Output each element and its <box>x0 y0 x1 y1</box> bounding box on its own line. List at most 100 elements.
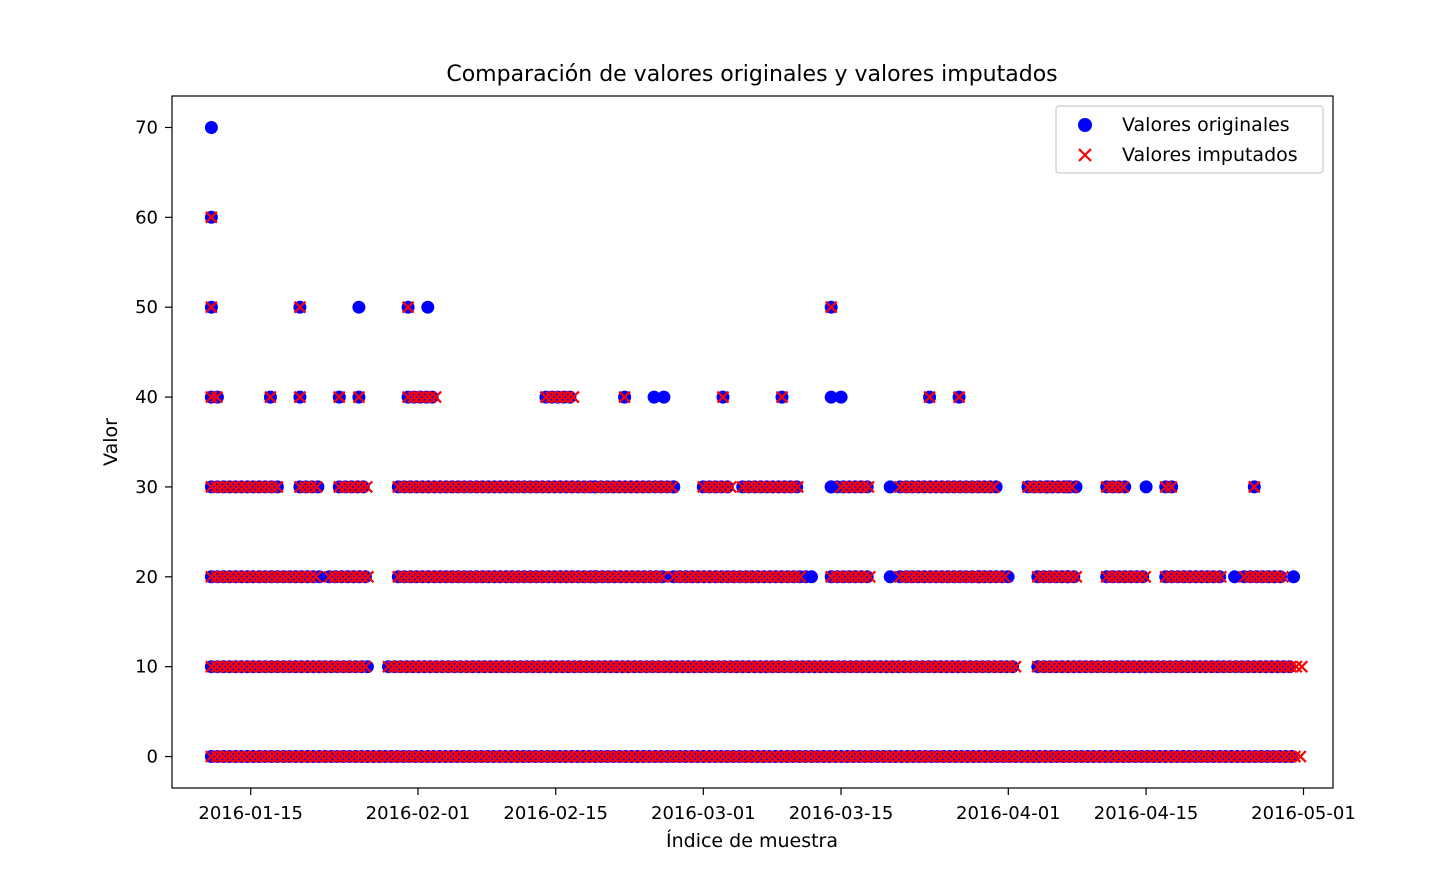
point-imputado <box>1064 570 1078 584</box>
point-imputado <box>857 570 871 584</box>
point-imputado <box>1170 570 1184 584</box>
point-imputado <box>932 480 945 494</box>
point-imputado <box>1213 660 1226 673</box>
point-imputado <box>1092 660 1105 673</box>
point-imputado <box>915 660 929 673</box>
point-imputado <box>1203 570 1217 584</box>
point-imputado <box>634 750 647 763</box>
point-imputado <box>205 480 218 494</box>
point-imputado <box>507 750 521 763</box>
point-imputado <box>723 660 736 673</box>
series-imputados <box>205 211 1309 763</box>
point-imputado <box>260 750 273 763</box>
point-imputado <box>1019 750 1032 763</box>
point-imputado <box>981 660 995 673</box>
point-imputado <box>1214 570 1228 584</box>
point-imputado <box>265 750 279 763</box>
point-original <box>647 390 661 404</box>
point-imputado <box>733 570 747 584</box>
point-imputado <box>987 570 1000 584</box>
point-original <box>312 570 326 584</box>
point-imputado <box>452 570 466 584</box>
point-imputado <box>923 390 936 404</box>
point-imputado <box>627 480 640 494</box>
point-imputado <box>254 750 268 763</box>
point-imputado <box>1075 660 1089 673</box>
point-imputado <box>921 570 934 584</box>
point-imputado <box>1096 750 1109 763</box>
point-imputado <box>849 660 863 673</box>
point-imputado <box>518 570 532 584</box>
point-imputado <box>711 750 724 763</box>
point-imputado <box>282 660 295 673</box>
point-imputado <box>430 750 444 763</box>
y-tick-label: 50 <box>135 297 158 318</box>
point-imputado <box>334 570 347 584</box>
point-imputado <box>618 660 632 673</box>
point-imputado <box>561 390 575 404</box>
point-imputado <box>331 660 345 673</box>
point-imputado <box>437 660 450 673</box>
point-imputado <box>700 570 714 584</box>
point-original <box>1139 480 1153 494</box>
point-imputado <box>452 750 466 763</box>
point-imputado <box>1063 750 1076 763</box>
point-imputado <box>507 480 521 494</box>
point-imputado <box>965 660 978 673</box>
point-imputado <box>579 570 592 584</box>
point-original <box>1001 570 1015 584</box>
point-imputado <box>694 750 708 763</box>
point-imputado <box>713 480 727 494</box>
point-imputado <box>612 570 625 584</box>
point-imputado <box>969 750 983 763</box>
point-imputado <box>1141 660 1155 673</box>
point-imputado <box>706 570 719 584</box>
x-tick-label: 2016-02-01 <box>366 803 471 824</box>
point-imputado <box>352 390 366 404</box>
point-imputado <box>287 660 301 673</box>
x-tick-label: 2016-01-15 <box>198 803 303 824</box>
point-imputado <box>683 750 697 763</box>
point-imputado <box>304 480 318 494</box>
point-imputado <box>1290 660 1303 673</box>
point-imputado <box>418 390 431 404</box>
point-imputado <box>1100 480 1113 494</box>
point-imputado <box>617 750 631 763</box>
point-imputado <box>1195 750 1208 763</box>
point-imputado <box>282 750 295 763</box>
point-imputado <box>617 570 631 584</box>
point-imputado <box>866 660 879 673</box>
point-imputado <box>1013 750 1027 763</box>
point-imputado <box>1122 570 1135 584</box>
point-imputado <box>1037 570 1050 584</box>
point-imputado <box>530 660 544 673</box>
point-imputado <box>429 390 442 404</box>
point-imputado <box>1118 750 1131 763</box>
point-imputado <box>496 570 510 584</box>
point-imputado <box>701 660 714 673</box>
point-imputado <box>1136 660 1149 673</box>
point-imputado <box>1129 750 1142 763</box>
point-imputado <box>1273 660 1287 673</box>
point-imputado <box>799 750 812 763</box>
point-imputado <box>1116 570 1130 584</box>
point-imputado <box>227 480 240 494</box>
point-original <box>883 570 897 584</box>
point-imputado <box>837 750 851 763</box>
point-imputado <box>1127 570 1141 584</box>
point-imputado <box>758 480 771 494</box>
point-imputado <box>1152 660 1166 673</box>
point-imputado <box>1114 660 1127 673</box>
point-imputado <box>639 750 653 763</box>
point-imputado <box>1222 750 1236 763</box>
point-imputado <box>345 570 358 584</box>
point-imputado <box>821 750 834 763</box>
point-imputado <box>657 660 670 673</box>
point-imputado <box>1070 570 1083 584</box>
x-tick-label: 2016-02-15 <box>503 803 608 824</box>
point-imputado <box>1164 480 1178 494</box>
point-imputado <box>381 750 394 763</box>
point-imputado <box>780 480 793 494</box>
point-imputado <box>1060 480 1073 494</box>
